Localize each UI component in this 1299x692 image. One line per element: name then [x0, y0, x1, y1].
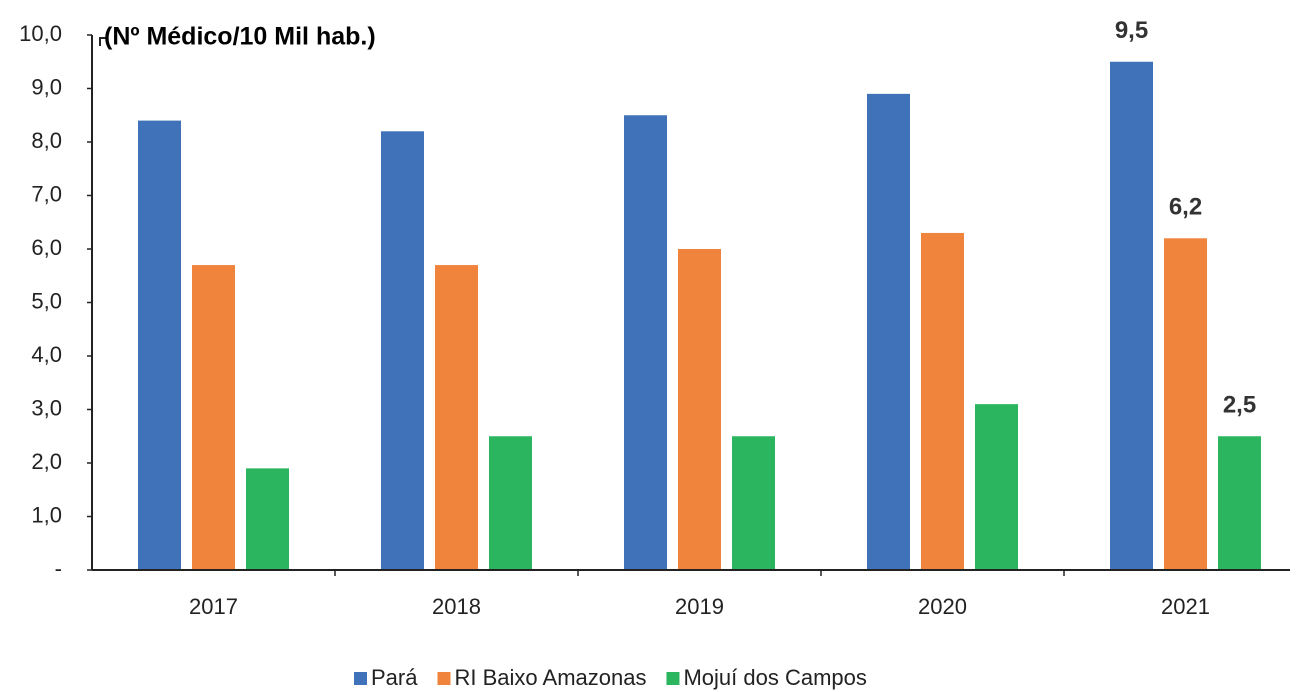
y-tick-label: 10,0 [19, 21, 62, 46]
bar [1218, 436, 1262, 570]
y-tick-label: 6,0 [31, 235, 62, 260]
y-tick-label: 5,0 [31, 288, 62, 313]
x-tick-label: 2019 [675, 594, 724, 619]
y-tick-label: - [55, 556, 62, 581]
value-label: 6,2 [1169, 194, 1202, 221]
bar [624, 115, 668, 570]
bar [138, 120, 182, 570]
legend-swatch [354, 672, 367, 685]
x-tick-label: 2018 [432, 594, 481, 619]
chart-title: (Nº Médico/10 Mil hab.) [104, 23, 376, 51]
bar [381, 131, 425, 571]
legend-label: RI Baixo Amazonas [454, 665, 646, 690]
legend-swatch [437, 672, 451, 685]
bar [435, 265, 479, 570]
y-tick-label: 9,0 [31, 74, 62, 99]
bar [246, 468, 290, 570]
value-label: 9,5 [1115, 17, 1148, 44]
bar [867, 93, 911, 570]
y-tick-label: 2,0 [31, 449, 62, 474]
value-label: 2,5 [1223, 392, 1256, 419]
x-tick-label: 2020 [918, 594, 967, 619]
bar [192, 265, 236, 570]
bar [732, 436, 776, 570]
title-bracket [99, 37, 108, 46]
bar [1110, 61, 1154, 570]
y-tick-label: 7,0 [31, 181, 62, 206]
bar [678, 249, 722, 570]
legend-swatch [666, 672, 680, 685]
y-tick-label: 3,0 [31, 395, 62, 420]
legend-label: Mojuí dos Campos [683, 665, 866, 690]
x-tick-label: 2017 [189, 594, 238, 619]
y-tick-label: 8,0 [31, 128, 62, 153]
bar [975, 404, 1019, 570]
bar [1164, 238, 1208, 571]
bar [921, 232, 965, 570]
x-tick-label: 2021 [1161, 594, 1210, 619]
bar [489, 436, 533, 570]
y-tick-label: 4,0 [31, 342, 62, 367]
legend-label: Pará [371, 665, 418, 690]
y-tick-label: 1,0 [31, 502, 62, 527]
